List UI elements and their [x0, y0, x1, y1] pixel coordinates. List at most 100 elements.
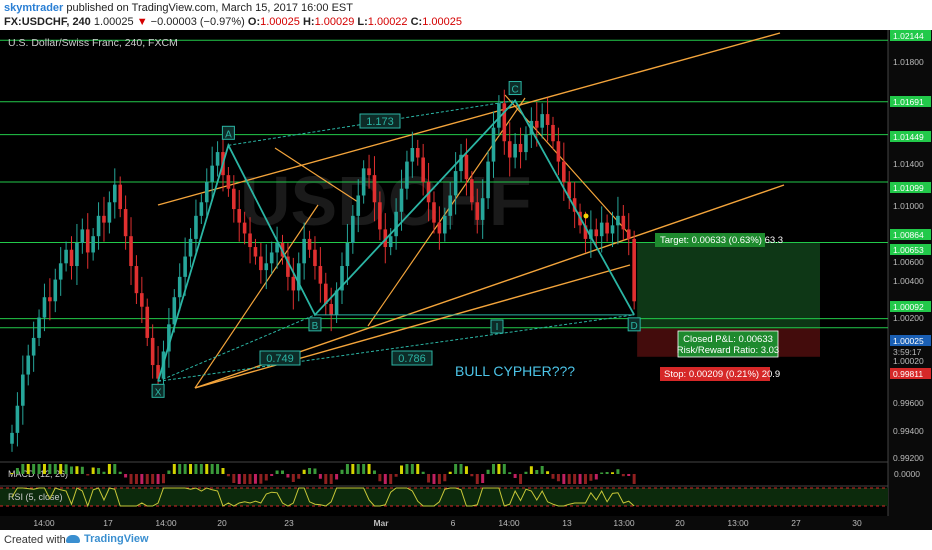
stop-label-box[interactable]	[660, 367, 770, 381]
candle[interactable]	[237, 209, 242, 223]
candle[interactable]	[232, 188, 236, 210]
candle[interactable]	[372, 175, 377, 203]
candle[interactable]	[15, 405, 20, 433]
candle[interactable]	[118, 184, 122, 210]
candle[interactable]	[145, 306, 150, 338]
candle[interactable]	[318, 266, 323, 284]
candle[interactable]	[367, 168, 371, 176]
candle[interactable]	[361, 168, 366, 196]
candle[interactable]	[134, 266, 139, 294]
candle[interactable]	[69, 249, 74, 267]
candle[interactable]	[248, 233, 252, 248]
candle[interactable]	[545, 114, 550, 125]
candle[interactable]	[80, 229, 85, 243]
candle[interactable]	[129, 236, 133, 267]
candle[interactable]	[345, 242, 350, 267]
candle[interactable]	[399, 188, 404, 212]
candle[interactable]	[556, 141, 561, 162]
candle[interactable]	[351, 215, 355, 243]
candle[interactable]	[204, 181, 209, 203]
candle[interactable]	[269, 252, 274, 264]
candle[interactable]	[524, 134, 528, 153]
candle[interactable]	[410, 148, 415, 162]
candle[interactable]	[156, 365, 160, 379]
candle[interactable]	[610, 225, 615, 234]
candle[interactable]	[48, 297, 52, 302]
candle[interactable]	[177, 276, 182, 298]
candle[interactable]	[437, 222, 442, 234]
candle[interactable]	[356, 195, 361, 216]
candle[interactable]	[226, 175, 231, 189]
fib-line[interactable]	[367, 97, 526, 327]
candle[interactable]	[188, 238, 193, 257]
target-label-box[interactable]	[655, 233, 765, 247]
candle[interactable]	[313, 249, 317, 267]
candle[interactable]	[75, 242, 79, 267]
candle[interactable]	[96, 215, 101, 237]
candle[interactable]	[626, 229, 631, 239]
candle[interactable]	[594, 229, 599, 237]
candle[interactable]	[486, 161, 490, 199]
candle[interactable]	[502, 103, 507, 142]
candle[interactable]	[291, 276, 296, 291]
candle[interactable]	[112, 184, 117, 203]
candle[interactable]	[253, 247, 258, 257]
candle[interactable]	[307, 238, 312, 250]
candle[interactable]	[518, 143, 523, 153]
candle[interactable]	[605, 222, 609, 234]
candle[interactable]	[183, 256, 187, 277]
candle[interactable]	[37, 317, 41, 338]
candle[interactable]	[10, 432, 14, 444]
candle[interactable]	[459, 154, 463, 172]
fib-line[interactable]	[274, 147, 359, 203]
candle[interactable]	[107, 202, 112, 223]
candle[interactable]	[334, 290, 339, 315]
candle[interactable]	[275, 242, 279, 253]
candle[interactable]	[259, 256, 263, 271]
candle[interactable]	[405, 161, 409, 189]
candle[interactable]	[491, 127, 496, 162]
candle[interactable]	[621, 215, 626, 230]
candle[interactable]	[58, 263, 63, 280]
candle[interactable]	[172, 297, 177, 325]
channel-line[interactable]	[157, 32, 781, 206]
candle[interactable]	[323, 283, 328, 305]
candle[interactable]	[329, 304, 333, 315]
candle[interactable]	[302, 238, 306, 264]
candle[interactable]	[453, 171, 458, 196]
candle[interactable]	[507, 141, 512, 158]
candle[interactable]	[394, 211, 398, 237]
candle[interactable]	[21, 374, 25, 406]
candle[interactable]	[340, 266, 344, 291]
candle[interactable]	[470, 179, 474, 203]
candle[interactable]	[421, 157, 425, 182]
candle[interactable]	[551, 124, 555, 142]
candle[interactable]	[215, 152, 220, 166]
candle[interactable]	[264, 263, 269, 271]
candle[interactable]	[497, 103, 501, 128]
candle[interactable]	[415, 148, 420, 158]
candle[interactable]	[388, 236, 393, 248]
target-zone[interactable]	[637, 242, 820, 329]
candle[interactable]	[286, 256, 290, 277]
candle[interactable]	[31, 337, 36, 356]
candle[interactable]	[194, 215, 198, 239]
candle[interactable]	[210, 165, 214, 182]
candle[interactable]	[242, 222, 247, 234]
candle[interactable]	[167, 324, 171, 352]
candle[interactable]	[64, 249, 68, 264]
candle[interactable]	[562, 161, 566, 182]
candle[interactable]	[123, 209, 128, 237]
candle[interactable]	[140, 293, 144, 307]
channel-line[interactable]	[194, 264, 631, 389]
candle[interactable]	[589, 229, 593, 239]
candle[interactable]	[296, 263, 301, 291]
candle[interactable]	[150, 337, 155, 366]
candle[interactable]	[616, 215, 620, 226]
candle[interactable]	[199, 202, 204, 216]
candle[interactable]	[443, 215, 447, 234]
candle[interactable]	[42, 297, 47, 318]
candle[interactable]	[464, 154, 469, 180]
candle[interactable]	[378, 202, 382, 230]
